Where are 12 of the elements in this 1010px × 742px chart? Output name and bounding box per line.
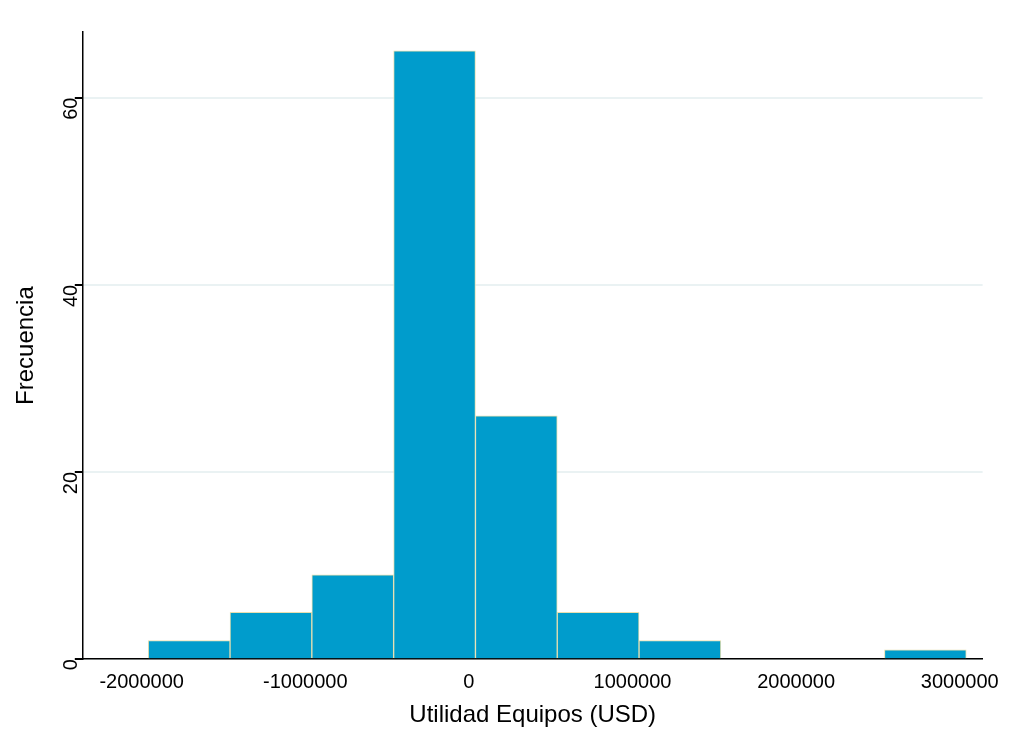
x-tick-label: 0	[463, 669, 475, 692]
x-tick-label: 2000000	[757, 669, 836, 692]
x-tick-label: -2000000	[99, 669, 184, 692]
y-tick-label: 0	[59, 659, 82, 671]
y-axis-title: Frecuencia	[11, 285, 39, 405]
y-tick-label: 60	[59, 97, 82, 120]
x-axis-title: Utilidad Equipos (USD)	[409, 700, 657, 728]
x-tick-label: -1000000	[263, 669, 348, 692]
y-tick-label: 40	[59, 284, 82, 307]
y-tick-label: 20	[59, 471, 82, 495]
x-tick-label: 3000000	[920, 669, 999, 692]
x-tick-label: 1000000	[593, 669, 672, 692]
